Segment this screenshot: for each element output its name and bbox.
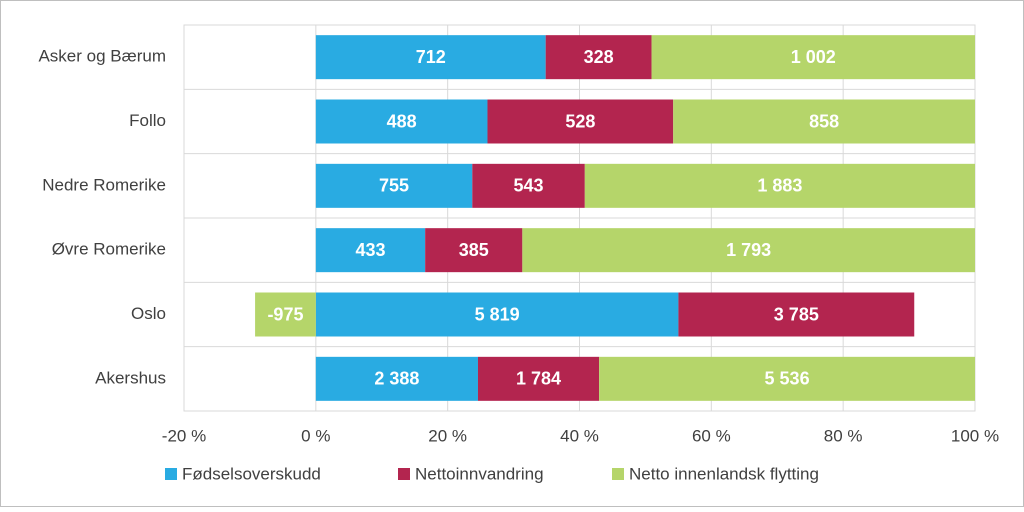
y-tick-label: Oslo [131, 304, 166, 323]
bar-segment [651, 35, 975, 80]
bar-segment [584, 163, 975, 208]
data-label: 1 784 [516, 369, 561, 389]
bar-segment [487, 99, 674, 144]
bar-segment [315, 292, 679, 337]
data-label: 528 [565, 111, 595, 131]
data-label: 2 388 [374, 369, 419, 389]
x-tick-label: 100 % [951, 426, 999, 445]
bar-segment [678, 292, 915, 337]
x-tick-label: 20 % [428, 426, 467, 445]
legend-swatch [398, 468, 410, 480]
y-tick-label: Follo [129, 111, 166, 130]
data-label: 3 785 [774, 304, 819, 324]
data-label: 755 [379, 176, 409, 196]
bar-segment [425, 228, 523, 273]
x-tick-label: 40 % [560, 426, 599, 445]
bar-segment [522, 228, 975, 273]
y-tick-label: Asker og Bærum [38, 47, 166, 66]
legend-label: Nettoinnvandring [415, 464, 544, 483]
bar-segment [315, 228, 426, 273]
bar-segment [477, 356, 600, 401]
bar-segment [545, 35, 652, 80]
bar-segment [315, 163, 473, 208]
legend-label: Fødselsoverskudd [182, 464, 321, 483]
data-label: 385 [459, 240, 489, 260]
data-label: -975 [267, 304, 303, 324]
x-tick-label: 80 % [824, 426, 863, 445]
bar-segment [599, 356, 975, 401]
legend-label: Netto innenlandsk flytting [629, 464, 819, 483]
x-tick-label: 0 % [301, 426, 330, 445]
legend-swatch [612, 468, 624, 480]
data-label: 858 [809, 111, 839, 131]
bar-segment [255, 292, 316, 337]
data-label: 5 819 [475, 304, 520, 324]
data-label: 712 [416, 47, 446, 67]
data-label: 1 002 [791, 47, 836, 67]
x-tick-label: -20 % [162, 426, 206, 445]
data-label: 543 [514, 176, 544, 196]
y-tick-label: Øvre Romerike [52, 240, 166, 259]
y-tick-label: Nedre Romerike [42, 175, 166, 194]
data-label: 1 793 [726, 240, 771, 260]
data-label: 1 883 [757, 176, 802, 196]
data-label: 328 [584, 47, 614, 67]
bar-segment [673, 99, 975, 144]
legend-swatch [165, 468, 177, 480]
bar-segment [315, 99, 488, 144]
bar-segment [315, 356, 478, 401]
data-label: 488 [387, 111, 417, 131]
x-tick-label: 60 % [692, 426, 731, 445]
data-label: 5 536 [765, 369, 810, 389]
data-label: 433 [355, 240, 385, 260]
bar-segment [472, 163, 585, 208]
bar-segment [315, 35, 546, 80]
y-tick-label: Akershus [95, 368, 166, 387]
